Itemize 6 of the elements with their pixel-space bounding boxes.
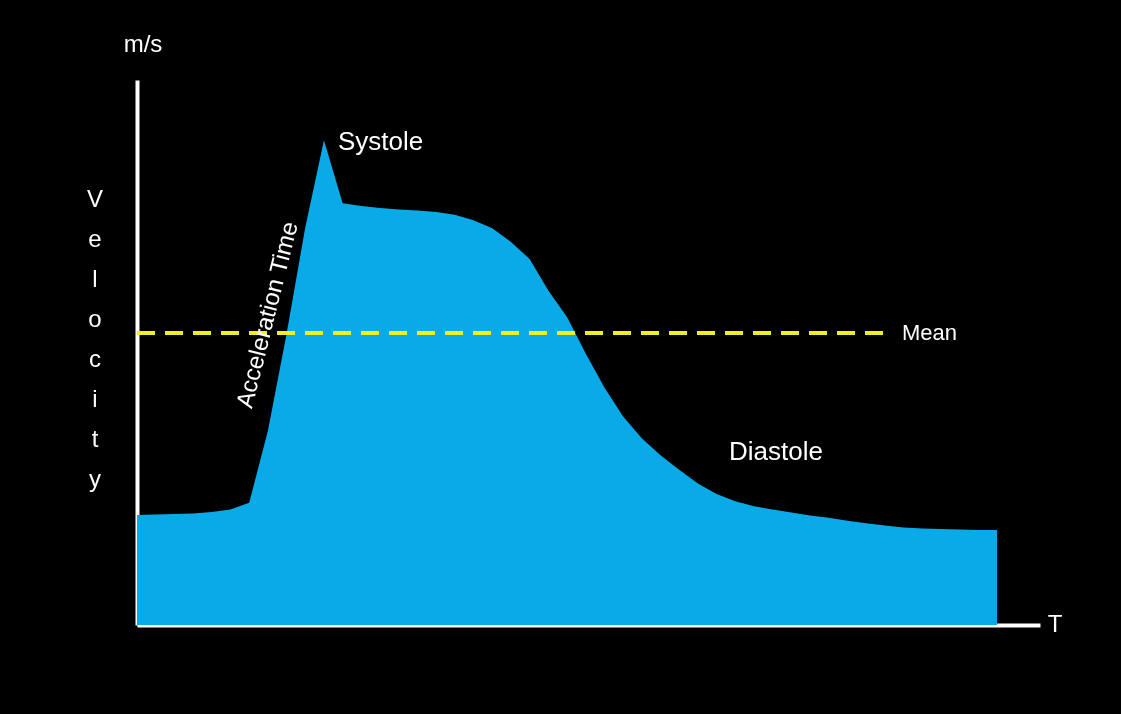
annotation: Systole [338,126,424,156]
annotation: Diastole [729,436,823,466]
ref-line-label: Mean [902,320,958,346]
text: m/s [123,30,163,57]
x-axis-title: T [1047,610,1063,637]
y-axis-title: Velocity [86,185,104,492]
